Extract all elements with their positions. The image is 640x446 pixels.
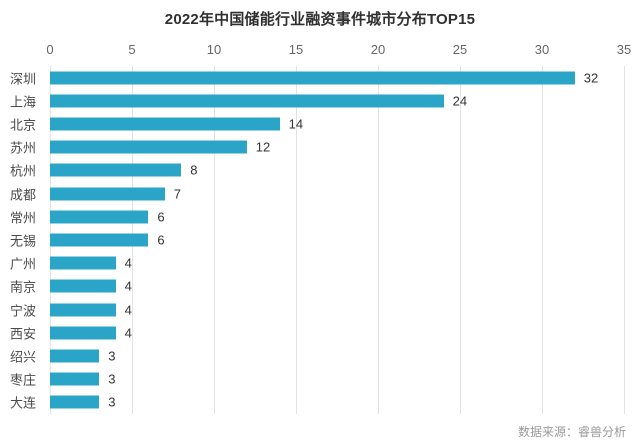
category-label: 宁波	[10, 303, 37, 319]
value-label: 32	[583, 70, 599, 86]
bar	[50, 256, 116, 270]
bar	[50, 279, 116, 293]
category-label: 成都	[10, 187, 37, 203]
category-label: 大连	[10, 395, 37, 411]
value-label: 4	[124, 325, 132, 341]
bar-rows: 深圳 32 上海 24 北京 14 苏州 12 杭州 8 成都 7 常州 6 无锡 6 广州 4 南京 4 宁波 4 西安 4…	[0, 66, 640, 414]
chart-title: 2022年中国储能行业融资事件城市分布TOP15	[164, 11, 476, 28]
bar-row: 常州 6	[0, 205, 640, 228]
x-axis-tick-label: 25	[452, 42, 468, 57]
x-axis-tick-label: 20	[370, 42, 386, 57]
bar-row: 上海 24	[0, 89, 640, 112]
value-label: 4	[124, 278, 132, 294]
bar-row: 北京 14	[0, 112, 640, 135]
x-axis-tick-label: 35	[616, 42, 632, 57]
bar-row: 苏州 12	[0, 136, 640, 159]
category-label: 南京	[10, 279, 37, 295]
category-label: 枣庄	[10, 372, 37, 388]
category-label: 西安	[10, 326, 37, 342]
category-label: 苏州	[10, 140, 37, 156]
gridline	[542, 66, 543, 414]
bar	[50, 395, 100, 409]
x-axis-tick-label: 30	[534, 42, 550, 57]
value-label: 3	[108, 371, 116, 387]
value-label: 8	[190, 162, 198, 178]
bar-row: 深圳 32	[0, 66, 640, 89]
bar	[50, 140, 247, 154]
gridline	[624, 66, 625, 414]
value-label: 7	[173, 186, 182, 202]
bar	[50, 163, 182, 177]
category-label: 杭州	[10, 163, 37, 179]
bar	[50, 187, 165, 201]
value-label: 6	[157, 232, 165, 248]
value-label: 3	[108, 348, 116, 364]
bar	[50, 210, 149, 224]
value-label: 24	[452, 93, 468, 109]
gridline	[378, 66, 379, 414]
bar	[50, 372, 100, 386]
category-label: 北京	[10, 117, 37, 133]
x-axis: 0 5 10 15 20 25 30 35	[0, 42, 640, 58]
bar	[50, 71, 575, 85]
bar-row: 南京 4	[0, 275, 640, 298]
value-label: 14	[288, 116, 304, 132]
gridline	[214, 66, 215, 414]
bar	[50, 303, 116, 317]
bar-row: 大连 3	[0, 391, 640, 414]
value-label: 4	[124, 302, 132, 318]
category-label: 广州	[10, 256, 37, 272]
value-label: 6	[157, 209, 165, 225]
data-source-caption: 数据来源：睿兽分析	[517, 425, 626, 439]
bar-row: 西安 4	[0, 321, 640, 344]
bar	[50, 117, 280, 131]
gridline	[296, 66, 297, 414]
x-axis-tick-label: 0	[46, 42, 54, 57]
x-axis-tick-label: 15	[288, 42, 304, 57]
bar-row: 无锡 6	[0, 228, 640, 251]
value-label: 3	[108, 394, 116, 410]
x-axis-tick-label: 10	[206, 42, 222, 57]
category-label: 上海	[10, 94, 37, 110]
bar	[50, 233, 149, 247]
bar-row: 广州 4	[0, 252, 640, 275]
category-label: 常州	[10, 210, 37, 226]
category-label: 深圳	[10, 71, 37, 87]
bar	[50, 349, 100, 363]
bar	[50, 326, 116, 340]
value-label: 12	[255, 139, 271, 155]
gridline	[460, 66, 461, 414]
category-label: 无锡	[10, 233, 37, 249]
bar	[50, 94, 444, 108]
category-label: 绍兴	[10, 349, 37, 365]
bar-row: 成都 7	[0, 182, 640, 205]
bar-row: 枣庄 3	[0, 368, 640, 391]
value-label: 4	[124, 255, 132, 271]
bar-row: 宁波 4	[0, 298, 640, 321]
x-axis-tick-label: 5	[128, 42, 136, 57]
bar-row: 杭州 8	[0, 159, 640, 182]
bar-row: 绍兴 3	[0, 344, 640, 367]
